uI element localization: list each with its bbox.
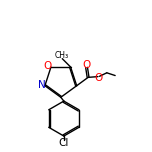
Text: O: O [43,61,52,71]
Text: CH₃: CH₃ [55,51,69,60]
Text: O: O [94,73,103,83]
Text: N: N [38,80,45,90]
Text: O: O [82,60,91,70]
Text: Cl: Cl [59,138,69,148]
